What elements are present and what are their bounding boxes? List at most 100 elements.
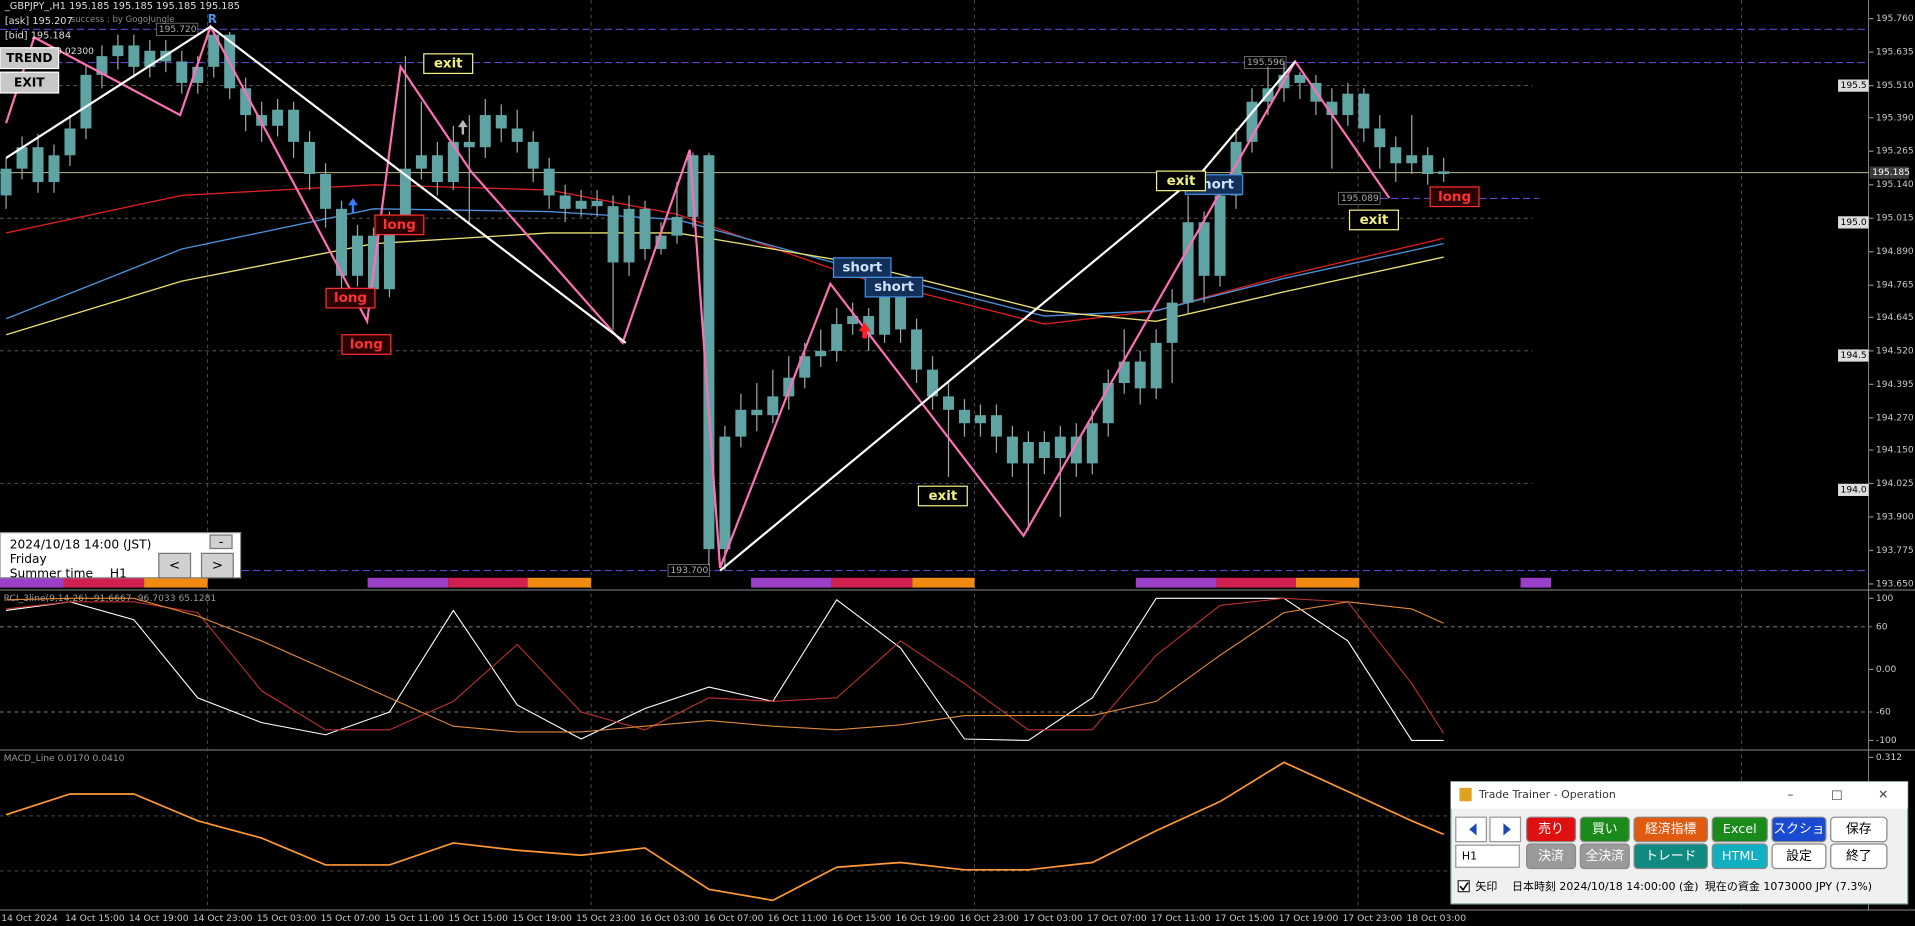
signal-label: long	[334, 291, 367, 306]
date-button-label[interactable]: >	[212, 559, 223, 574]
session-bar	[1135, 577, 1217, 588]
window-control[interactable]: ✕	[1878, 788, 1888, 802]
candle-body	[1166, 302, 1178, 343]
candle-body	[367, 235, 379, 290]
price-tick-label: 194.025	[1876, 479, 1914, 489]
tool-button-label[interactable]: 終了	[1846, 848, 1872, 864]
time-label: 15 Oct 19:00	[512, 914, 572, 924]
candle-body	[80, 74, 92, 129]
tool-button-label[interactable]: HTML	[1722, 849, 1759, 864]
price-tick-label: 195.635	[1876, 48, 1914, 58]
tool-button[interactable]	[1526, 816, 1577, 843]
timeframe-select[interactable]	[1455, 844, 1520, 868]
checkbox-label: 矢印	[1475, 879, 1497, 893]
candle-body	[32, 147, 44, 183]
timeframe-text: H1	[110, 567, 127, 581]
candle-body	[847, 316, 859, 325]
tool-button-label[interactable]: 全決済	[1586, 848, 1625, 864]
signal-box	[423, 53, 474, 75]
rci-line	[6, 597, 1445, 734]
candle-body	[495, 115, 507, 129]
candle-body	[1102, 383, 1114, 424]
tool-button-label[interactable]: 経済指標	[1645, 821, 1696, 837]
candle-body	[527, 141, 539, 169]
signal-box	[374, 214, 425, 236]
side-button[interactable]	[0, 47, 60, 70]
candle-body	[1438, 171, 1450, 175]
checkbox[interactable]	[1457, 880, 1470, 893]
session-bar	[63, 577, 145, 588]
tool-button[interactable]	[1579, 843, 1630, 870]
signal-label: exit	[434, 57, 463, 72]
tool-button[interactable]	[1711, 843, 1768, 870]
level-label: 195.596	[1247, 58, 1285, 68]
date-button-label[interactable]: -	[219, 535, 224, 550]
tool-button[interactable]	[1633, 843, 1708, 870]
tool-button-label[interactable]: 決済	[1538, 848, 1564, 864]
timeframe-select-label[interactable]: H1	[1462, 849, 1477, 862]
price-tick-label: 195.140	[1876, 180, 1914, 190]
tool-button[interactable]	[1633, 816, 1708, 843]
signal-box	[917, 485, 968, 507]
session-bar	[1520, 577, 1552, 588]
price-box-label: 195.5	[1841, 81, 1867, 91]
date-button-label[interactable]: <	[169, 559, 180, 574]
side-button-label[interactable]: TREND	[6, 51, 52, 65]
tool-button-label[interactable]: 保存	[1846, 822, 1872, 837]
tool-button-label[interactable]: 設定	[1786, 848, 1812, 864]
level-box	[667, 564, 710, 578]
candle-body	[511, 128, 523, 142]
tool-button-label[interactable]: トレード	[1645, 849, 1696, 864]
time-label: 17 Oct 19:00	[1279, 914, 1339, 924]
tool-button-label[interactable]: Excel	[1723, 822, 1757, 837]
side-button[interactable]	[0, 71, 60, 94]
candle-body	[1134, 361, 1146, 389]
candle-body	[112, 45, 124, 57]
time-label: 14 Oct 23:00	[193, 914, 253, 924]
macd-tick-label: 0.312	[1876, 753, 1902, 763]
window-funds: 現在の資金 1073000 JPY (7.3%)	[1705, 879, 1872, 893]
level-label: 193.700	[670, 566, 708, 576]
candle-body	[1342, 93, 1354, 116]
window-control[interactable]: □	[1831, 788, 1843, 802]
date-button[interactable]	[158, 552, 192, 579]
tool-button[interactable]	[1771, 816, 1827, 843]
tool-button-label[interactable]: 売り	[1538, 821, 1564, 837]
candle-body	[320, 174, 332, 209]
level-label: 195.720	[159, 25, 197, 35]
tool-button[interactable]	[1830, 816, 1888, 843]
tool-button[interactable]	[1711, 816, 1768, 843]
candle-body	[304, 141, 316, 175]
level-box	[1338, 191, 1381, 205]
date-button[interactable]	[209, 534, 233, 550]
candle-body	[831, 324, 843, 351]
side-button-label[interactable]: EXIT	[14, 76, 45, 90]
candle-body	[671, 216, 683, 236]
candle-body	[1038, 441, 1050, 459]
session-bar	[831, 577, 913, 588]
credit-text: success : by GogoJungle	[71, 15, 175, 25]
header-text: _GBPJPY_,H1 195.185 195.185 195.185 195.…	[4, 1, 240, 12]
signal-box	[1348, 209, 1400, 231]
tool-button[interactable]	[1830, 843, 1888, 870]
candle-body	[783, 377, 795, 397]
tool-button-label[interactable]: 買い	[1592, 822, 1618, 837]
tool-button[interactable]	[1526, 843, 1577, 870]
signal-label: exit	[1360, 213, 1389, 228]
price-tick-label: 194.520	[1876, 346, 1914, 356]
time-label: 16 Oct 11:00	[768, 914, 828, 924]
candle-body	[1006, 436, 1018, 464]
window-icon	[1459, 787, 1472, 802]
candle-body	[288, 109, 300, 142]
window-control[interactable]: –	[1787, 788, 1793, 802]
price-tick-label: 194.645	[1876, 313, 1914, 323]
price-tick-label: 193.650	[1876, 579, 1914, 589]
price-tick-label: 195.015	[1876, 214, 1914, 224]
tool-button[interactable]	[1771, 843, 1827, 870]
tool-button[interactable]	[1579, 816, 1630, 843]
candle-body	[863, 316, 875, 335]
date-button[interactable]	[200, 552, 234, 579]
tool-button-label[interactable]: スクショ	[1773, 822, 1824, 837]
